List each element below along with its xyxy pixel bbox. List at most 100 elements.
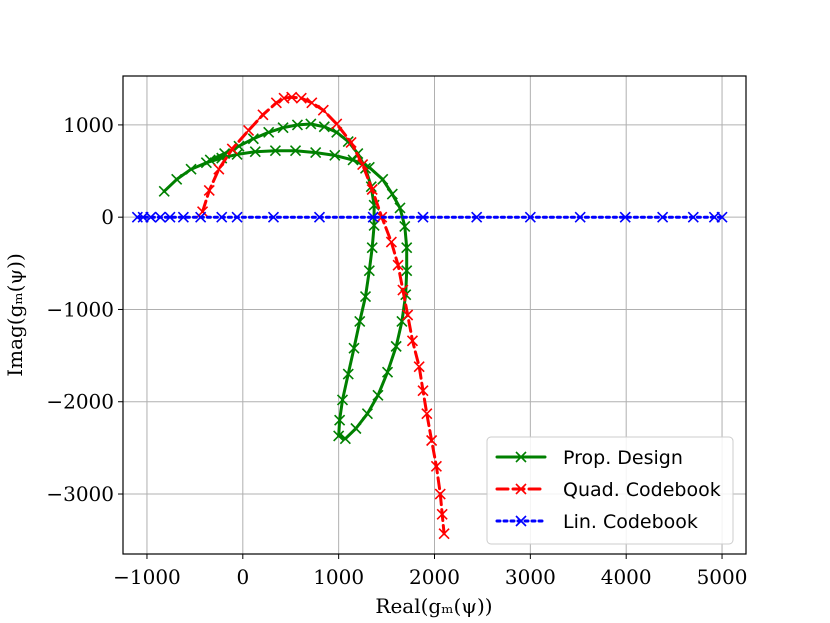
legend-label: Prop. Design <box>563 447 683 469</box>
data-point <box>269 145 281 157</box>
marker-stroke <box>386 188 398 200</box>
data-point <box>203 184 215 196</box>
marker-stroke <box>438 528 450 540</box>
marker-stroke <box>295 92 307 104</box>
series-prop-design <box>158 118 413 445</box>
marker-stroke <box>289 145 302 157</box>
data-point <box>385 236 397 248</box>
marker-stroke <box>385 236 397 248</box>
data-point <box>381 366 394 378</box>
data-point <box>342 368 354 380</box>
y-axis-label: Imag(gₘ(ψ)) <box>3 253 27 377</box>
data-point <box>406 335 419 347</box>
marker-stroke <box>359 290 372 303</box>
marker-stroke <box>716 211 728 223</box>
legend-marker <box>515 515 527 527</box>
data-point <box>339 433 351 445</box>
data-point <box>270 97 282 109</box>
x-tick-label: 3000 <box>505 565 556 589</box>
data-point <box>524 211 536 223</box>
data-point <box>390 340 402 352</box>
data-point <box>291 119 304 131</box>
marker-stroke <box>471 211 483 223</box>
marker-stroke <box>305 118 317 130</box>
data-point <box>305 118 317 130</box>
legend-marker <box>515 483 527 495</box>
marker-stroke <box>347 154 359 166</box>
data-point <box>345 136 357 149</box>
marker-stroke <box>515 515 527 527</box>
legend-label: Lin. Codebook <box>563 511 698 533</box>
data-point <box>367 211 379 223</box>
marker-stroke <box>366 242 378 254</box>
data-point <box>357 159 369 171</box>
data-point <box>195 211 207 223</box>
marker-stroke <box>310 147 322 159</box>
data-point <box>417 385 429 397</box>
marker-stroke <box>226 143 238 155</box>
data-point <box>158 185 170 197</box>
marker-stroke <box>203 184 215 196</box>
x-tick-label: 4000 <box>601 565 652 589</box>
marker-stroke <box>331 118 343 130</box>
data-point <box>331 118 343 130</box>
data-point <box>413 361 425 373</box>
data-point <box>619 211 631 223</box>
marker-stroke <box>342 368 354 380</box>
data-point <box>247 133 259 145</box>
marker-stroke <box>277 122 289 134</box>
data-point <box>716 211 728 223</box>
marker-stroke <box>270 97 282 109</box>
data-point <box>164 211 176 223</box>
marker-stroke <box>154 211 166 223</box>
data-point <box>471 211 483 223</box>
legend: Prop. Design Quad. Codebook Lin. Codebook <box>486 436 734 545</box>
data-point <box>397 284 409 296</box>
marker-stroke <box>286 91 298 103</box>
marker-stroke <box>372 389 384 401</box>
data-point <box>657 211 669 223</box>
y-tick-label: −2000 <box>46 390 114 414</box>
marker-stroke <box>392 259 404 271</box>
series-quad-codebook <box>196 91 450 540</box>
data-point <box>377 173 389 185</box>
data-point <box>361 408 373 420</box>
data-point <box>417 211 429 223</box>
marker-stroke <box>339 433 351 445</box>
x-tick-label: 1000 <box>313 565 364 589</box>
marker-stroke <box>687 211 699 223</box>
marker-stroke <box>204 154 216 166</box>
legend-label: Quad. Codebook <box>563 479 721 501</box>
data-point <box>289 145 302 157</box>
marker-stroke <box>257 109 269 121</box>
legend-entry: Quad. Codebook <box>495 479 721 501</box>
data-point <box>426 434 438 447</box>
marker-stroke <box>436 508 448 520</box>
marker-stroke <box>267 211 280 223</box>
marker-stroke <box>366 183 378 196</box>
marker-stroke <box>361 408 373 420</box>
data-point <box>257 109 269 121</box>
data-point <box>336 394 349 406</box>
marker-stroke <box>216 211 228 223</box>
legend-entry: Lin. Codebook <box>495 511 698 533</box>
data-point <box>204 154 216 166</box>
marker-stroke <box>381 366 394 378</box>
data-point <box>366 183 378 196</box>
legend-marker <box>515 451 527 463</box>
legend-entry: Prop. Design <box>495 447 683 469</box>
marker-stroke <box>249 146 261 158</box>
data-point <box>574 211 586 223</box>
data-point <box>363 265 375 277</box>
data-point <box>401 265 413 277</box>
marker-stroke <box>317 104 329 116</box>
marker-stroke <box>164 211 176 223</box>
data-point <box>354 315 366 328</box>
y-tick-label: −1000 <box>46 297 114 321</box>
marker-stroke <box>158 185 170 197</box>
marker-stroke <box>219 147 231 160</box>
marker-stroke <box>213 163 225 175</box>
data-point <box>177 211 189 223</box>
marker-stroke <box>306 97 318 109</box>
marker-stroke <box>231 148 243 161</box>
